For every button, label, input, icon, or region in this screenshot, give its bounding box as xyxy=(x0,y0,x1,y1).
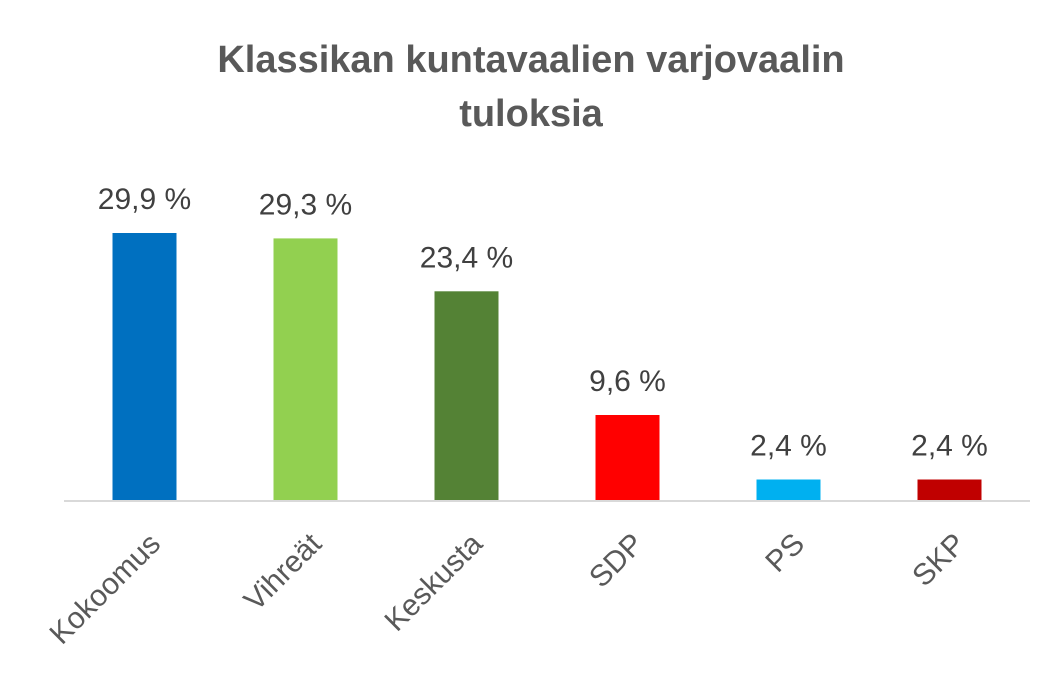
data-label: 29,9 % xyxy=(98,183,191,216)
category-label: SDP xyxy=(583,527,650,594)
bars-group xyxy=(112,233,982,501)
category-labels-group: Kokoomus Vihreät Keskusta SDP PS SKP xyxy=(43,527,972,651)
data-label: 23,4 % xyxy=(420,241,513,274)
bar-vihre-t xyxy=(273,238,338,501)
data-labels-group: 29,9 % 29,3 % 23,4 % 9,6 % 2,4 % 2,4 % xyxy=(98,183,988,463)
bar-kokoomus xyxy=(112,233,177,501)
bar-sdp xyxy=(595,415,660,501)
bar-ps xyxy=(756,479,821,501)
data-label: 29,3 % xyxy=(259,188,352,221)
category-label: Kokoomus xyxy=(43,527,167,651)
category-label: PS xyxy=(759,527,811,579)
category-label: SKP xyxy=(906,527,972,593)
chart-title-line-2: tuloksia xyxy=(459,93,603,135)
data-label: 2,4 % xyxy=(911,430,988,463)
data-label: 2,4 % xyxy=(750,430,827,463)
data-label: 9,6 % xyxy=(589,365,666,398)
bar-keskusta xyxy=(434,291,499,501)
chart-title-line-1: Klassikan kuntavaalien varjovaalin xyxy=(217,39,844,81)
bar-skp xyxy=(917,479,982,501)
category-label: Keskusta xyxy=(378,527,489,638)
category-label: Vihreät xyxy=(238,527,329,618)
